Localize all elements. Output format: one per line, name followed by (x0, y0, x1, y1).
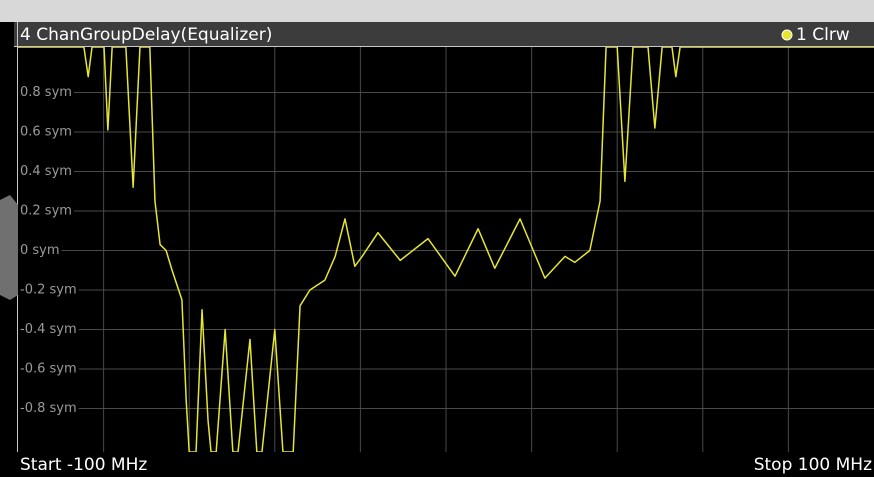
y-tick-label: 0.4 sym (20, 164, 72, 179)
y-tick-label: -0.6 sym (20, 362, 77, 377)
y-tick-label: 0.2 sym (20, 203, 72, 218)
legend-label: 1 Clrw (796, 25, 850, 45)
y-tick-label: -0.4 sym (20, 322, 77, 337)
y-tick-label: -0.8 sym (20, 401, 77, 416)
y-tick-label: 0.8 sym (20, 85, 72, 100)
grid: -0.8 sym -0.6 sym -0.4 sym -0.2 sym 0 sym 0.2… (20, 47, 874, 452)
stop-label: Stop 100 MHz (754, 455, 872, 475)
trace-line (18, 47, 874, 452)
y-tick-label: 0 sym (20, 243, 60, 258)
header-bar (14, 22, 874, 47)
start-label: Start -100 MHz (20, 455, 147, 475)
plot (18, 47, 874, 452)
y-tick-label: 0.6 sym (20, 124, 72, 139)
window-frame (0, 0, 874, 22)
chart-title: 4 ChanGroupDelay(Equalizer) (20, 25, 272, 45)
y-tick-label: -0.2 sym (20, 283, 77, 298)
side-tab (0, 195, 18, 300)
legend-marker (781, 29, 793, 41)
